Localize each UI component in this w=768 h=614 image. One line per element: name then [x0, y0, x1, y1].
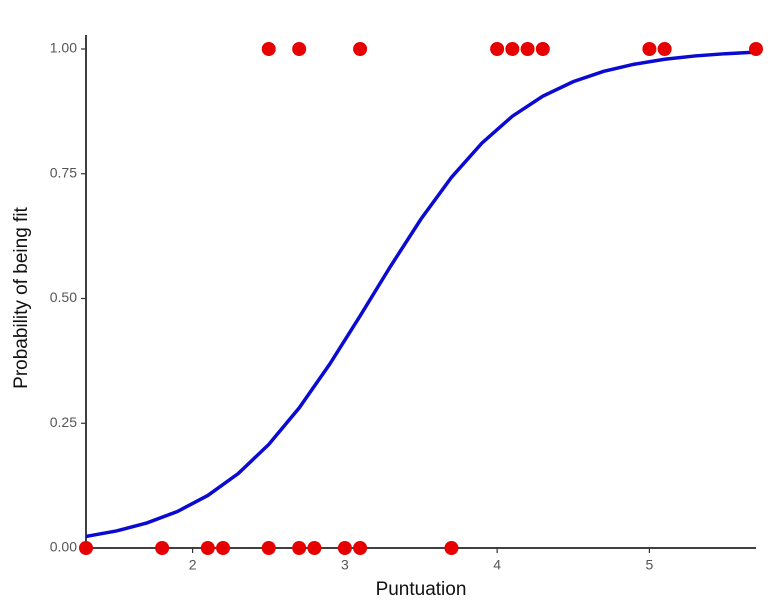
- x-tick-label: 2: [189, 557, 197, 573]
- x-tick-label: 4: [493, 557, 501, 573]
- data-point: [657, 42, 672, 56]
- data-point: [535, 42, 550, 56]
- y-tick-label: 0.00: [50, 539, 77, 555]
- data-point: [749, 42, 763, 56]
- data-point: [337, 541, 352, 555]
- data-point: [520, 42, 535, 56]
- x-tick-label: 3: [341, 557, 349, 573]
- x-tick-label: 5: [646, 557, 654, 573]
- data-point: [505, 42, 520, 56]
- fit-curve: [85, 50, 757, 539]
- data-point: [79, 541, 93, 555]
- data-point: [261, 541, 276, 555]
- data-point: [216, 541, 231, 555]
- data-point: [155, 541, 170, 555]
- data-point: [200, 541, 215, 555]
- y-axis-title: Probability of being fit: [11, 206, 32, 388]
- x-axis-title: Puntuation: [376, 579, 467, 600]
- data-point: [353, 541, 368, 555]
- y-tick-label: 0.75: [50, 164, 77, 180]
- y-tick-label: 0.25: [50, 414, 77, 430]
- y-tick-label: 1.00: [50, 40, 77, 56]
- data-point: [642, 42, 657, 56]
- data-point: [261, 42, 276, 56]
- data-point: [353, 42, 368, 56]
- y-tick-label: 0.50: [50, 289, 77, 305]
- data-point: [292, 42, 307, 56]
- data-point: [444, 541, 459, 555]
- data-point: [292, 541, 307, 555]
- data-point: [490, 42, 505, 56]
- data-point: [307, 541, 322, 555]
